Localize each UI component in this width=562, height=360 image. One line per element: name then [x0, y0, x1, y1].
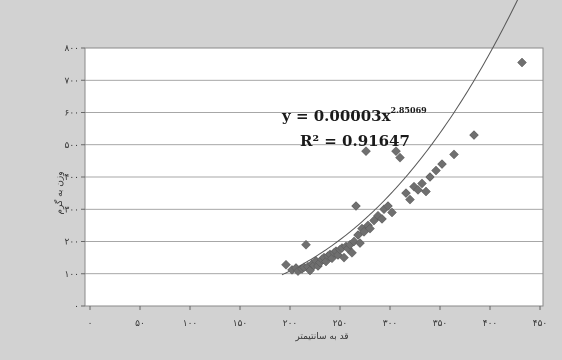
x-tick-label-9: ۴۵۰	[533, 319, 548, 329]
power-trendline	[281, 0, 519, 276]
gridlines	[85, 47, 543, 275]
y-tick-label-1: ۱۰۰	[64, 270, 79, 280]
y-tick-label-6: ۶۰۰	[64, 109, 79, 119]
data-point-45	[391, 146, 401, 157]
data-point-47	[401, 188, 411, 198]
x-tick-label-8: ۴۰۰	[483, 319, 498, 329]
data-point-6	[301, 239, 311, 250]
x-tick-label-6: ۳۰۰	[383, 319, 398, 329]
data-point-43	[383, 201, 393, 211]
y-tick-label-3: ۳۰۰	[64, 205, 79, 215]
data-point-58	[517, 57, 527, 68]
data-point-46	[395, 152, 405, 163]
data-point-48	[405, 194, 415, 205]
x-tick-label-1: ۵۰	[135, 319, 145, 329]
y-tick-label-5: ۵۰۰	[64, 141, 79, 151]
y-tick-label-7: ۷۰۰	[64, 76, 79, 86]
data-point-54	[431, 165, 441, 176]
y-axis-ticks: ۰ ۱۰۰ ۲۰۰ ۳۰۰ ۴۰۰ ۵۰۰ ۶۰۰ ۷۰۰ ۸۰۰	[64, 44, 85, 312]
data-point-50	[413, 185, 423, 195]
data-points	[281, 57, 527, 277]
data-point-25	[339, 252, 349, 263]
data-point-29	[347, 247, 357, 258]
y-tick-label-8: ۸۰۰	[64, 44, 79, 54]
data-point-41	[377, 214, 387, 224]
data-point-56	[449, 149, 459, 160]
x-axis-ticks: ۰ ۵۰ ۱۰۰ ۱۵۰ ۲۰۰ ۲۵۰ ۳۰۰ ۳۵۰ ۴۰۰ ۴۵۰	[88, 306, 548, 329]
y-tick-label-2: ۲۰۰	[64, 238, 79, 248]
data-point-38	[365, 223, 375, 234]
data-point-55	[437, 159, 447, 169]
y-tick-label-4: ۴۰۰	[64, 173, 79, 183]
x-tick-label-2: ۱۰۰	[183, 319, 198, 329]
data-point-36	[361, 146, 371, 157]
data-point-53	[425, 172, 435, 182]
data-point-44	[387, 207, 397, 218]
trendline-equation: y = 0.00003x2.85069	[281, 105, 427, 125]
data-point-33	[355, 238, 365, 248]
r-squared-label: R² = 0.91647	[300, 132, 410, 150]
data-point-57	[469, 130, 479, 140]
x-tick-label-5: ۲۵۰	[333, 319, 348, 329]
data-point-52	[421, 186, 431, 197]
x-tick-label-7: ۳۵۰	[433, 319, 448, 329]
x-tick-label-3: ۱۵۰	[233, 319, 248, 329]
data-point-0	[281, 259, 291, 270]
y-axis-title: وزن به گرم	[53, 171, 65, 214]
data-point-51	[417, 178, 427, 189]
x-axis-title: قد به سانتیمتر	[294, 332, 348, 342]
x-tick-label-0: ۰	[88, 319, 93, 329]
data-point-31	[351, 201, 361, 211]
x-tick-label-4: ۲۰۰	[283, 319, 298, 329]
y-tick-label-0: ۰	[74, 302, 79, 312]
